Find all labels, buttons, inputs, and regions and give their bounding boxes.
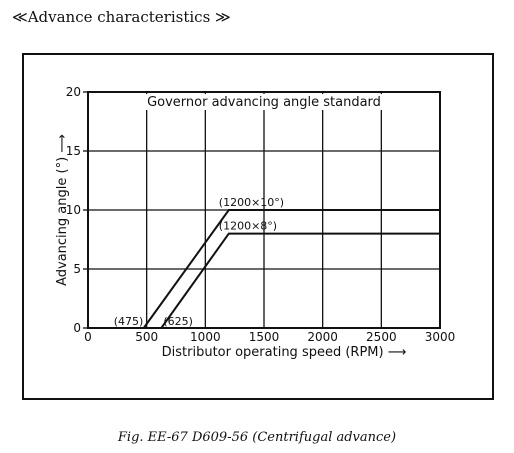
y-tick-label-1: 5 [73, 262, 81, 276]
x-tick-label-5: 2500 [366, 330, 397, 344]
annotation-3: (1200×10°) [219, 196, 284, 209]
chart-title-background [128, 94, 400, 110]
y-axis-label: Advancing angle (°) ⟶ [55, 134, 70, 286]
y-tick-label-3: 15 [66, 144, 81, 158]
x-tick-label-6: 3000 [425, 330, 456, 344]
annotation-2: (625) [163, 315, 193, 328]
annotation-1: (475) [114, 315, 144, 328]
figure-caption: Fig. EE-67 D609-56 (Centrifugal advance) [117, 430, 397, 445]
chart-frame [22, 53, 494, 400]
chart-title: Governor advancing angle standard [147, 95, 381, 110]
series-line-2 [160, 232, 440, 329]
x-tick-label-1: 500 [135, 330, 158, 344]
axis-ticks: 0 500 1000 1500 2000 2500 3000 0 5 10 15 20 [66, 85, 456, 344]
y-tick-label-4: 20 [66, 85, 81, 99]
series-line-1 [142, 209, 440, 329]
section-heading: ≪Advance characteristics ≫ [12, 8, 231, 26]
x-tick-label-0: 0 [84, 330, 92, 344]
y-tick-label-2: 10 [66, 203, 81, 217]
advance-chart: 0 500 1000 1500 2000 2500 3000 0 5 10 15 20 (475) (6… [22, 53, 494, 400]
annotation-4: (1200×8°) [219, 220, 277, 233]
x-tick-label-4: 2000 [307, 330, 338, 344]
annotations: (475) (625) (1200×10°) (1200×8°) [114, 196, 284, 328]
x-axis-label: Distributor operating speed (RPM) ⟶ [162, 345, 407, 360]
x-tick-label-2: 1000 [190, 330, 221, 344]
x-tick-label-3: 1500 [249, 330, 280, 344]
series-lines [142, 209, 440, 329]
y-tick-label-0: 0 [73, 321, 81, 335]
